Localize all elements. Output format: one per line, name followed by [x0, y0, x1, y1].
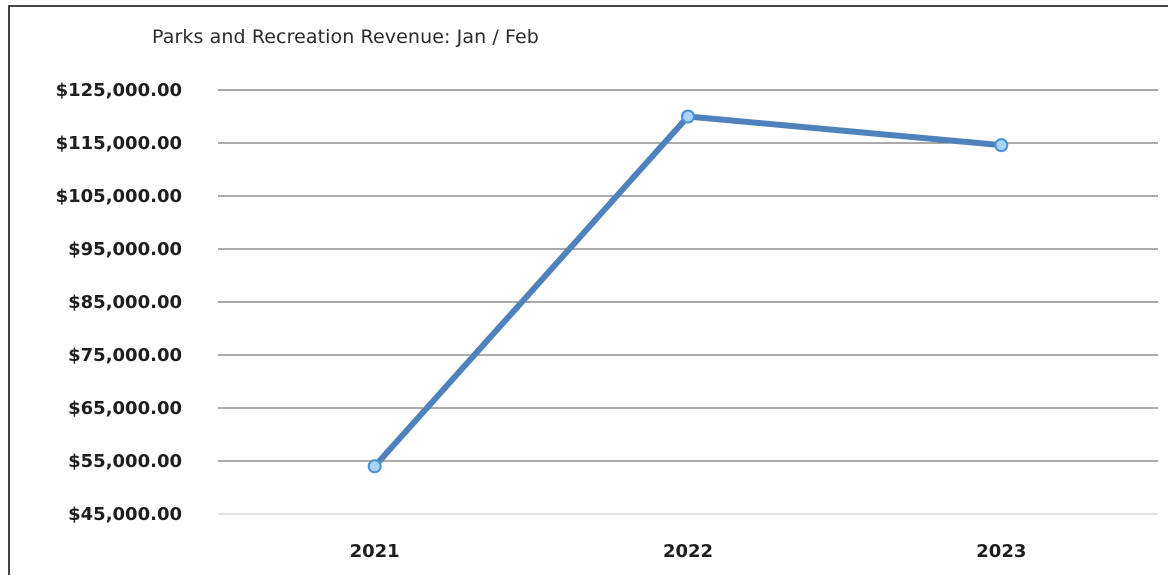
y-tick-label: $45,000.00: [68, 504, 182, 525]
x-tick-label: 2021: [350, 541, 400, 562]
y-tick-label: $115,000.00: [56, 133, 182, 154]
x-tick-label: 2023: [976, 541, 1026, 562]
chart-frame: [8, 5, 1168, 575]
y-tick-label: $85,000.00: [68, 292, 182, 313]
chart-title: Parks and Recreation Revenue: Jan / Feb: [152, 26, 539, 48]
x-axis-tick-labels: 2021 2022 2023: [350, 541, 1027, 562]
x-tick-label: 2022: [663, 541, 713, 562]
y-tick-label: $55,000.00: [68, 451, 182, 472]
y-tick-label: $95,000.00: [68, 239, 182, 260]
data-point: [367, 459, 382, 474]
grid-lines: [218, 89, 1158, 515]
y-tick-label: $65,000.00: [68, 398, 182, 419]
markers-layer: [367, 109, 1009, 474]
series-line: [371, 113, 1005, 470]
y-tick-label: $105,000.00: [56, 186, 182, 207]
data-point: [994, 138, 1009, 153]
data-point: [681, 109, 695, 124]
y-tick-label: $75,000.00: [68, 345, 182, 366]
y-axis-tick-labels: $45,000.00 $55,000.00 $65,000.00 $75,000.00…: [56, 80, 182, 525]
series-layer: [371, 113, 1005, 470]
y-tick-label: $125,000.00: [56, 80, 182, 101]
